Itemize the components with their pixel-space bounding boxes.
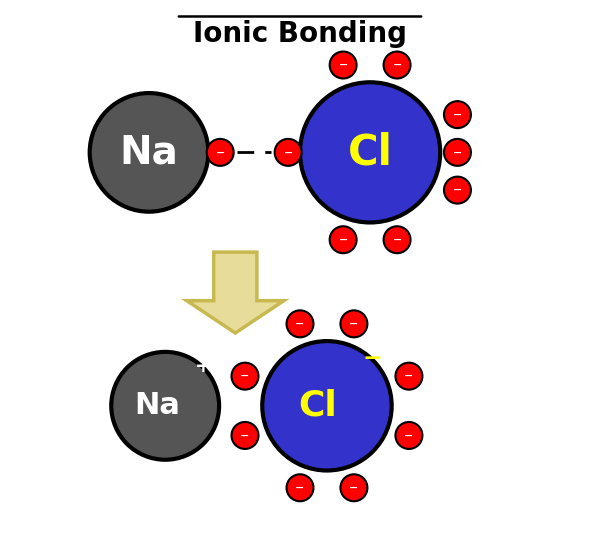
Text: −: − bbox=[453, 109, 462, 120]
Circle shape bbox=[340, 311, 367, 337]
Text: Na: Na bbox=[134, 391, 180, 420]
Circle shape bbox=[329, 226, 356, 253]
Circle shape bbox=[262, 341, 392, 470]
Circle shape bbox=[232, 422, 259, 449]
Circle shape bbox=[300, 82, 440, 222]
Text: −: − bbox=[453, 147, 462, 157]
Circle shape bbox=[207, 139, 233, 166]
Circle shape bbox=[444, 177, 471, 204]
Text: −: − bbox=[241, 430, 250, 441]
Text: −: − bbox=[392, 235, 402, 245]
Circle shape bbox=[444, 139, 471, 166]
Text: −: − bbox=[349, 483, 359, 493]
Text: −: − bbox=[362, 347, 382, 370]
Circle shape bbox=[340, 474, 367, 501]
Circle shape bbox=[395, 422, 422, 449]
Text: −: − bbox=[215, 147, 225, 157]
Circle shape bbox=[383, 51, 410, 79]
Text: −: − bbox=[283, 147, 293, 157]
Text: Na: Na bbox=[119, 133, 178, 171]
Text: −: − bbox=[404, 430, 413, 441]
Circle shape bbox=[111, 352, 219, 460]
Circle shape bbox=[444, 101, 471, 128]
Text: −: − bbox=[338, 60, 348, 70]
Circle shape bbox=[287, 474, 313, 501]
Text: −: − bbox=[404, 371, 413, 381]
Text: −: − bbox=[295, 483, 305, 493]
Text: Ionic Bonding: Ionic Bonding bbox=[193, 20, 407, 48]
Text: −: − bbox=[392, 60, 402, 70]
Circle shape bbox=[395, 363, 422, 390]
Circle shape bbox=[90, 93, 208, 212]
Text: −: − bbox=[453, 185, 462, 195]
Text: Cl: Cl bbox=[347, 131, 392, 173]
Text: −: − bbox=[349, 319, 359, 329]
Circle shape bbox=[329, 51, 356, 79]
Circle shape bbox=[383, 226, 410, 253]
Text: −: − bbox=[241, 371, 250, 381]
Polygon shape bbox=[187, 252, 284, 333]
Text: −: − bbox=[295, 319, 305, 329]
Circle shape bbox=[275, 139, 302, 166]
Text: +: + bbox=[195, 357, 212, 376]
Text: Cl: Cl bbox=[298, 389, 337, 423]
Text: −: − bbox=[338, 235, 348, 245]
Circle shape bbox=[287, 311, 313, 337]
Circle shape bbox=[232, 363, 259, 390]
